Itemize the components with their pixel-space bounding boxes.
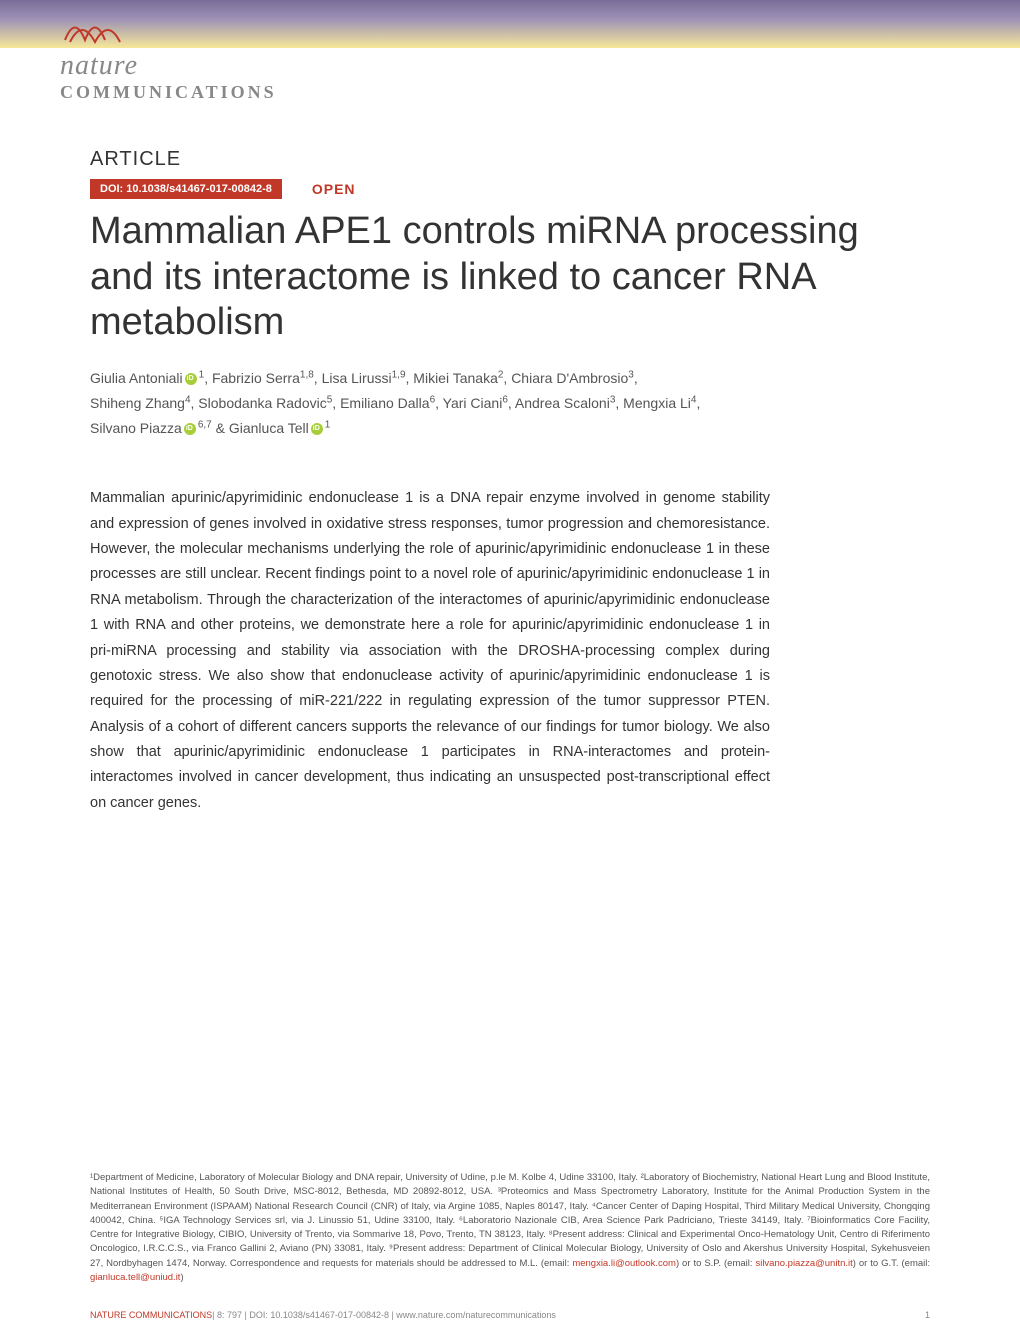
author-13: & Gianluca Tell (212, 420, 309, 436)
article-label: ARTICLE (90, 148, 930, 171)
email-link-3[interactable]: gianluca.tell@uniud.it (90, 1272, 180, 1283)
footer-journal: NATURE COMMUNICATIONS (90, 1310, 212, 1320)
affiliations-text-2: ) or to S.P. (email: (676, 1258, 756, 1269)
author-12: Silvano Piazza (90, 420, 182, 436)
author-4: , Mikiei Tanaka (406, 370, 498, 386)
footer-citation: NATURE COMMUNICATIONS| 8: 797 | DOI: 10.… (90, 1310, 556, 1320)
author-3: , Lisa Lirussi (314, 370, 392, 386)
article-title: Mammalian APE1 controls miRNA processing… (90, 209, 930, 346)
content-area: ARTICLE DOI: 10.1038/s41467-017-00842-8 … (0, 148, 1020, 816)
journal-name-line1: nature (60, 50, 277, 82)
open-access-label: OPEN (312, 181, 356, 197)
author-2: , Fabrizio Serra (204, 370, 300, 386)
abstract-text: Mammalian apurinic/apyrimidinic endonucl… (90, 486, 770, 816)
authors-list: Giulia Antoniali 1 , Fabrizio Serra1,8, Li… (90, 366, 930, 442)
email-link-1[interactable]: mengxia.li@outlook.com (572, 1258, 676, 1269)
orcid-icon[interactable] (311, 423, 323, 435)
affiliations-text-3: ) or to G.T. (email: (853, 1258, 930, 1269)
author-5: , Chiara D'Ambrosio (503, 370, 628, 386)
orcid-icon[interactable] (184, 423, 196, 435)
affiliations-text-1: ¹Department of Medicine, Laboratory of M… (90, 1172, 930, 1269)
author-12-sup: 6,7 (198, 420, 212, 431)
logo-area (60, 10, 150, 55)
author-8: , Emiliano Dalla (332, 395, 429, 411)
footer: NATURE COMMUNICATIONS| 8: 797 | DOI: 10.… (90, 1310, 930, 1320)
author-9: , Yari Ciani (435, 395, 502, 411)
page-number: 1 (925, 1310, 930, 1320)
doi-row: DOI: 10.1038/s41467-017-00842-8 OPEN (90, 179, 930, 199)
author-1: Giulia Antoniali (90, 370, 183, 386)
email-link-2[interactable]: silvano.piazza@unitn.it (755, 1258, 852, 1269)
author-7: , Slobodanka Radovic (191, 395, 327, 411)
author-3-sup: 1,9 (392, 369, 406, 380)
author-5-sup: 3 (628, 369, 634, 380)
author-11: , Mengxia Li (615, 395, 690, 411)
header-gradient (0, 0, 1020, 48)
footer-details: | 8: 797 | DOI: 10.1038/s41467-017-00842… (212, 1310, 556, 1320)
journal-name: nature COMMUNICATIONS (60, 50, 277, 103)
author-10: , Andrea Scaloni (508, 395, 610, 411)
journal-name-line2: COMMUNICATIONS (60, 82, 277, 103)
author-13-sup: 1 (325, 420, 331, 431)
orcid-icon[interactable] (185, 373, 197, 385)
author-2-sup: 1,8 (300, 369, 314, 380)
affiliations-block: ¹Department of Medicine, Laboratory of M… (90, 1171, 930, 1285)
author-11-sup: 4 (691, 394, 697, 405)
affiliations-text-4: ) (180, 1272, 183, 1283)
doi-badge: DOI: 10.1038/s41467-017-00842-8 (90, 179, 282, 199)
author-6: Shiheng Zhang (90, 395, 185, 411)
wave-icon (60, 10, 150, 50)
